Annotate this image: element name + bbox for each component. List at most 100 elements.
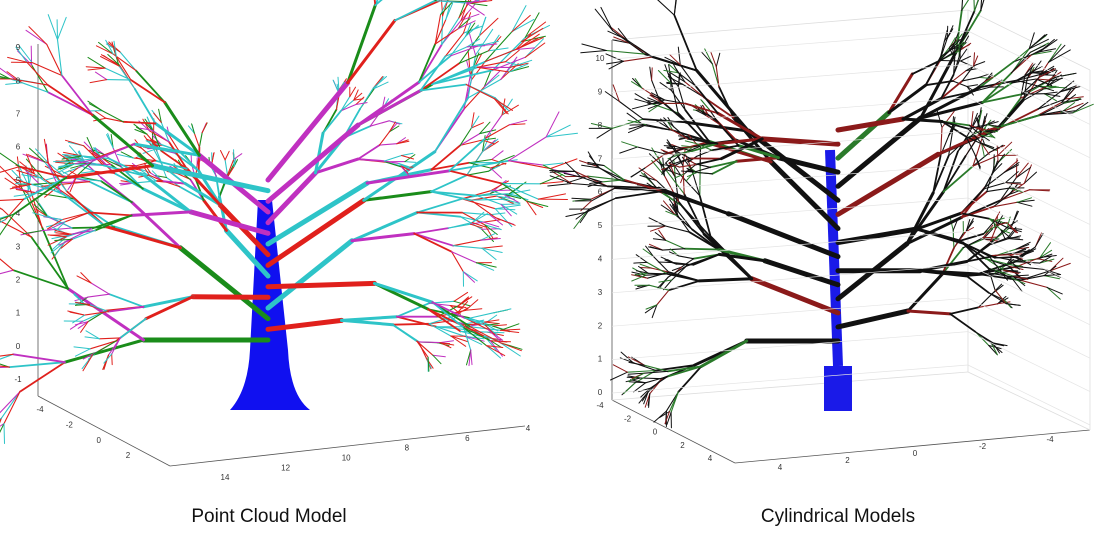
branch [442,16,443,45]
grid-line [968,165,1090,225]
x-tick-label: -4 [36,405,44,414]
branch [838,154,938,214]
branch [665,155,674,164]
branch [525,43,545,57]
branch [987,188,1010,192]
branch [221,151,226,160]
branch [380,132,390,145]
x-tick-label: -2 [624,414,632,423]
branch [95,72,106,80]
branch [622,142,638,147]
z-tick-label: 5 [16,176,21,185]
z-tick-label: 8 [16,76,21,85]
branch [0,194,2,210]
branch [26,30,47,44]
branch [634,262,647,263]
branch [716,53,720,67]
grid-line [968,131,1090,191]
branch [384,156,401,162]
grid-line [968,265,1090,325]
branch [13,354,65,362]
branch [367,171,449,183]
branch [485,320,499,322]
branch [194,133,199,147]
branch [268,183,367,244]
branch [765,261,838,285]
branch [492,151,503,160]
branch [586,198,616,212]
branch [0,424,4,444]
branch [118,154,134,158]
branch [81,273,91,283]
branch [341,100,354,111]
branch [697,71,749,132]
z-tick-label: 8 [598,121,603,130]
branch [678,87,685,110]
branch [525,22,545,37]
branch [199,133,202,148]
grid-line [968,365,1090,425]
branch [193,297,268,298]
branch [419,342,440,343]
branch [77,276,91,283]
branch [375,0,415,5]
branch [0,221,31,237]
branch [4,424,5,444]
branch [89,104,102,111]
branch [538,194,565,199]
branch [994,155,995,169]
branch [662,191,728,214]
branch [627,371,656,373]
branch [581,51,607,53]
branch [429,324,451,336]
z-tick-label: 1 [598,355,603,364]
trunk [824,366,852,411]
caption: Cylindrical Models [761,506,915,527]
branch [0,199,23,201]
branch [644,371,668,373]
branch [393,325,417,341]
x-axis [38,396,170,466]
x-tick-label: 0 [96,436,101,445]
z-tick-label: 9 [598,88,603,97]
branch [663,249,685,250]
branch [51,235,69,236]
y-tick-label: 6 [465,434,470,443]
branch [32,65,48,92]
branch [0,246,13,270]
branch [685,249,719,250]
x-tick-label: -4 [596,401,604,410]
branch [903,119,942,122]
branch [987,168,994,191]
branch [123,122,155,124]
branch [62,76,93,116]
z-tick-label: 5 [598,221,603,230]
branch [678,47,680,65]
branch [350,87,356,96]
branch [998,142,1012,155]
branch [486,115,502,138]
branch [0,214,14,253]
branch [950,307,978,314]
grid-line [968,98,1090,158]
branch [567,176,588,183]
branch [572,198,591,199]
branch [509,137,546,161]
branch [348,5,376,83]
branch [648,273,667,274]
branch [625,39,652,57]
branch [705,115,719,124]
z-tick-label: -1 [14,375,22,384]
z-tick-label: 0 [598,388,603,397]
figure: Point Cloud Model Cylindrical Models -10… [0,0,1099,535]
branch [477,67,509,72]
z-tick-label: 2 [598,321,603,330]
branch [985,172,1005,187]
branch [1049,44,1062,62]
branch [967,85,978,87]
branch [88,294,110,297]
z-tick-label: 0 [16,342,21,351]
branch [74,347,90,349]
branch [493,325,507,326]
branch [981,0,991,11]
